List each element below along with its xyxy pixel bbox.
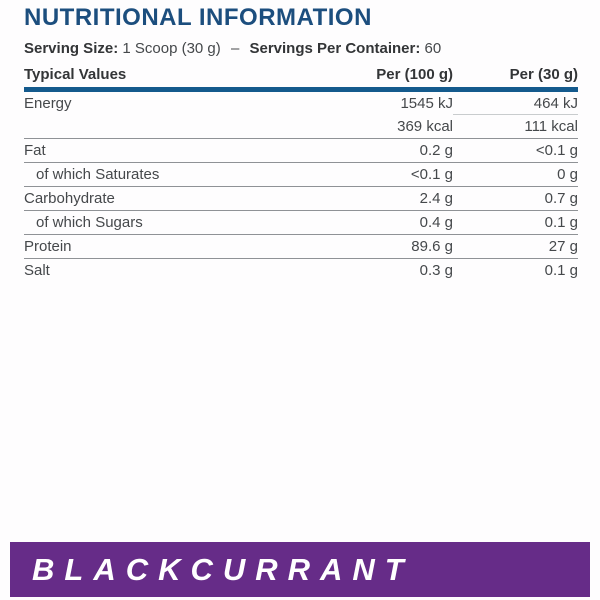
table-row-salt: Salt 0.3 g 0.1 g xyxy=(24,259,578,282)
table-row-energy-kj: Energy 1545 kJ 464 kJ xyxy=(24,92,578,115)
table-header-row: Typical Values Per (100 g) Per (30 g) xyxy=(24,63,578,85)
row-label: Salt xyxy=(24,262,50,279)
value-per-100g: <0.1 g xyxy=(410,166,453,183)
table-row-protein: Protein 89.6 g 27 g xyxy=(24,235,578,259)
row-label: Carbohydrate xyxy=(24,190,115,207)
value-per-30g: 27 g xyxy=(548,238,578,255)
row-label: Energy xyxy=(24,95,72,112)
row-label: of which Saturates xyxy=(36,166,160,183)
value-per-30g: 0.1 g xyxy=(544,262,578,279)
serving-size-value: 1 Scoop (30 g) xyxy=(122,40,221,57)
row-label: Protein xyxy=(24,238,72,255)
table-row-fat: Fat 0.2 g <0.1 g xyxy=(24,139,578,163)
value-per-30g: 464 kJ xyxy=(533,95,578,112)
value-per-100g: 0.2 g xyxy=(419,142,453,159)
value-per-30g: 0.7 g xyxy=(544,190,578,207)
label-content: NUTRITIONAL INFORMATION Serving Size: 1 … xyxy=(24,4,578,282)
flavor-name: BLACKCURRANT xyxy=(32,551,414,587)
row-label: Fat xyxy=(24,142,46,159)
table-row-energy-kcal: 369 kcal 111 kcal xyxy=(24,115,578,139)
value-per-100g: 1545 kJ xyxy=(400,95,453,112)
header-per-30g: Per (30 g) xyxy=(509,65,578,83)
page-title: NUTRITIONAL INFORMATION xyxy=(24,4,372,31)
flavor-banner: BLACKCURRANT xyxy=(10,542,590,597)
header-typical-values: Typical Values xyxy=(24,65,127,83)
value-per-100g: 89.6 g xyxy=(411,238,453,255)
value-per-100g: 0.3 g xyxy=(419,262,453,279)
table-row-carbohydrate: Carbohydrate 2.4 g 0.7 g xyxy=(24,187,578,211)
value-per-100g: 369 kcal xyxy=(397,118,453,135)
value-per-100g: 2.4 g xyxy=(419,190,453,207)
header-per-100g: Per (100 g) xyxy=(376,65,453,83)
value-per-30g: 111 kcal xyxy=(524,118,578,135)
serving-info: Serving Size: 1 Scoop (30 g) – Servings … xyxy=(24,40,578,57)
servings-per-container-value: 60 xyxy=(424,40,442,57)
nutrition-table: Typical Values Per (100 g) Per (30 g) En… xyxy=(24,63,578,282)
value-per-30g: 0 g xyxy=(557,166,578,183)
row-label: of which Sugars xyxy=(36,214,143,231)
table-row-saturates: of which Saturates <0.1 g 0 g xyxy=(24,163,578,187)
serving-size-label: Serving Size: xyxy=(24,40,119,57)
value-per-100g: 0.4 g xyxy=(419,214,453,231)
value-per-30g: 0.1 g xyxy=(544,214,578,231)
energy-kj-underline xyxy=(453,114,578,115)
table-row-sugars: of which Sugars 0.4 g 0.1 g xyxy=(24,211,578,235)
serving-separator: – xyxy=(230,40,240,57)
value-per-30g: <0.1 g xyxy=(535,142,578,159)
table-divider xyxy=(24,87,578,92)
servings-per-container-label: Servings Per Container: xyxy=(249,40,421,57)
